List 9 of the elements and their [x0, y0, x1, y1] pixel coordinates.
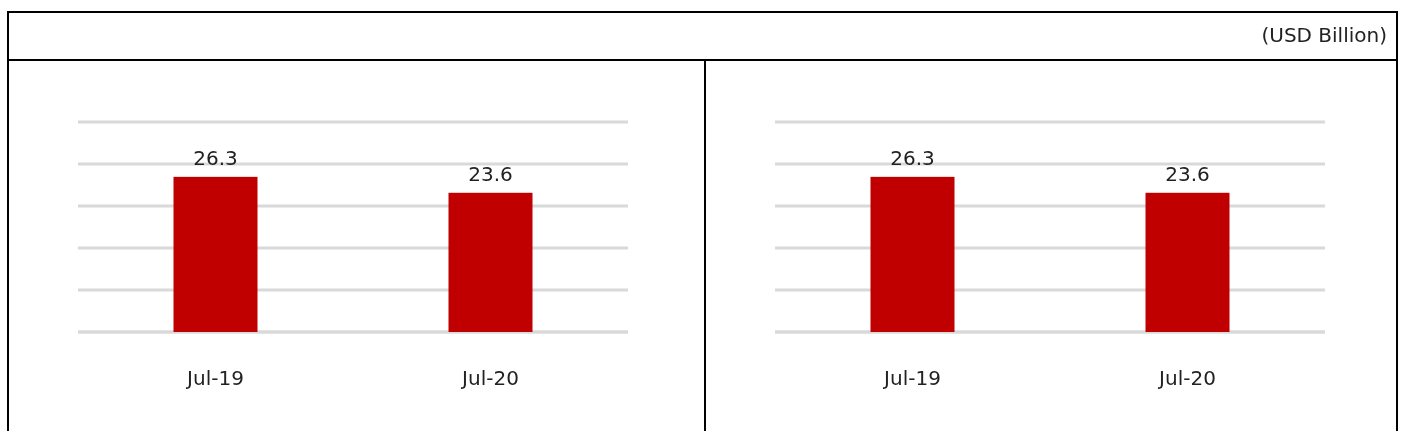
data-label: 23.6 [468, 161, 513, 186]
x-tick-label: Jul-19 [185, 366, 244, 390]
data-label: 23.6 [1165, 161, 1210, 186]
text: (USD Billion) [1261, 23, 1387, 47]
data-label: 26.3 [890, 145, 935, 170]
x-tick-label: Jul-20 [1157, 366, 1216, 390]
x-tick-label: Jul-19 [882, 366, 941, 390]
x-tick-label: Jul-20 [460, 366, 519, 390]
data-label: 26.3 [193, 145, 238, 170]
